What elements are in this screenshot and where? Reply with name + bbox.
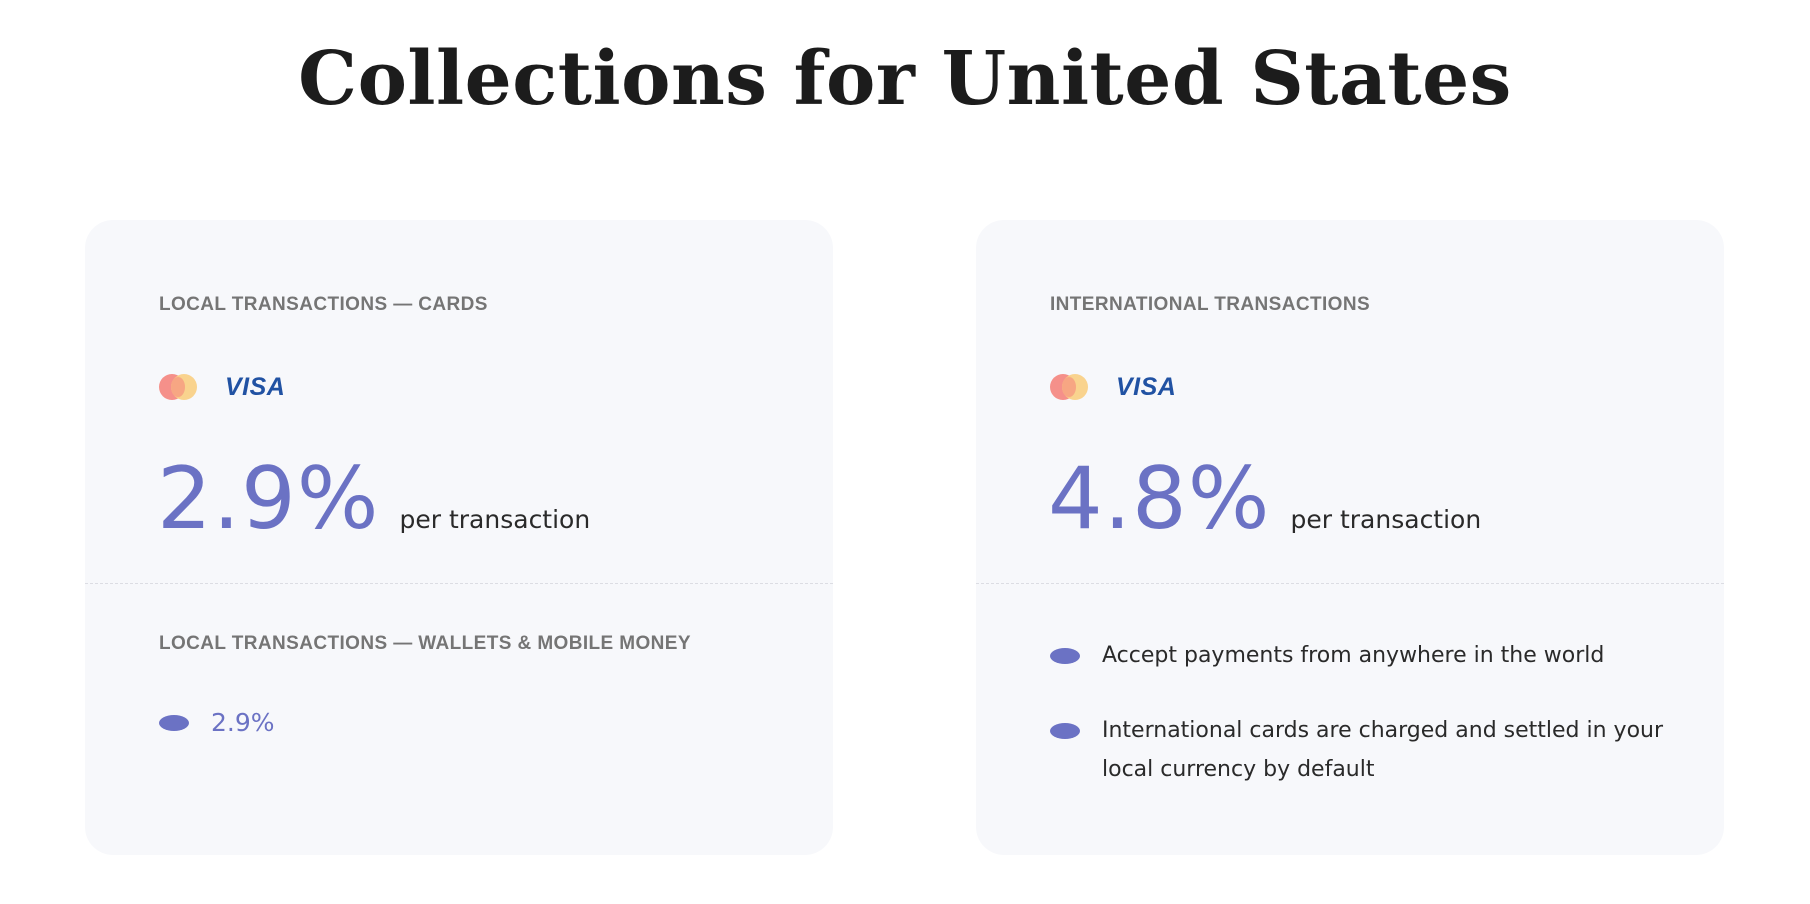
local-cards-label: LOCAL TRANSACTIONS — CARDS (159, 294, 488, 315)
card-divider (976, 583, 1724, 584)
card-brand-logos: VISA (159, 372, 285, 402)
card-brand-logos: VISA (1050, 372, 1176, 402)
rate-suffix: per transaction (399, 505, 591, 534)
international-label: INTERNATIONAL TRANSACTIONS (1050, 294, 1371, 315)
local-transactions-card: LOCAL TRANSACTIONS — CARDS VISA 2.9% per… (85, 220, 833, 855)
rate-value: 4.8% (1048, 449, 1271, 549)
list-item: International cards are charged and sett… (1050, 711, 1670, 789)
international-features-list: Accept payments from anywhere in the wor… (1050, 636, 1670, 825)
card-divider (85, 583, 833, 584)
mastercard-icon (159, 374, 197, 400)
page-title: Collections for United States (298, 36, 1512, 122)
visa-icon: VISA (225, 372, 286, 401)
rate-suffix: per transaction (1290, 505, 1482, 534)
list-item: Accept payments from anywhere in the wor… (1050, 636, 1670, 675)
mastercard-icon (1050, 374, 1088, 400)
bullet-dot-icon (1050, 723, 1080, 739)
bullet-dot-icon (159, 714, 189, 731)
international-transactions-card: INTERNATIONAL TRANSACTIONS VISA 4.8% per… (976, 220, 1724, 855)
visa-icon: VISA (1116, 372, 1177, 401)
list-item-text: Accept payments from anywhere in the wor… (1102, 643, 1605, 668)
bullet-dot-icon (1050, 648, 1080, 664)
rate-value: 2.9% (157, 449, 380, 549)
list-item-text: International cards are charged and sett… (1102, 718, 1664, 782)
international-card-rate: 4.8% per transaction (1048, 452, 1481, 546)
local-card-rate: 2.9% per transaction (157, 452, 590, 546)
wallet-rate-item: 2.9% (159, 708, 275, 737)
wallet-rate-value: 2.9% (211, 708, 275, 737)
local-wallets-label: LOCAL TRANSACTIONS — WALLETS & MOBILE MO… (159, 633, 691, 654)
